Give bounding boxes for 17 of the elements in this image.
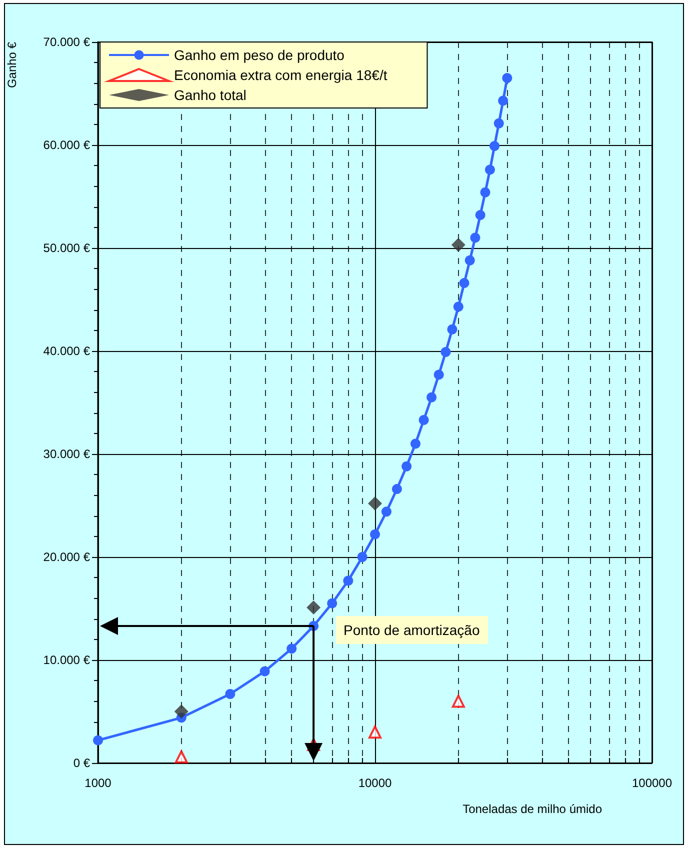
y-axis-title: Ganho € <box>5 42 19 88</box>
y-tick-label: 50.000 € <box>43 241 90 255</box>
x-tick-label: 10000 <box>358 776 392 790</box>
y-tick-label: 40.000 € <box>43 344 90 358</box>
legend-label: Economia extra com energia 18€/t <box>174 67 388 83</box>
y-tick-label: 70.000 € <box>43 35 90 49</box>
x-axis-title: Toneladas de milho úmido <box>462 802 602 816</box>
y-tick-label: 10.000 € <box>43 653 90 667</box>
legend-label: Ganho em peso de produto <box>174 47 345 63</box>
x-tick-label: 100000 <box>632 776 672 790</box>
y-tick-label: 60.000 € <box>43 138 90 152</box>
y-tick-label: 0 € <box>73 756 90 770</box>
annotation: Ponto de amortização <box>336 616 488 644</box>
legend-label: Ganho total <box>174 87 246 103</box>
y-tick-label: 30.000 € <box>43 447 90 461</box>
y-tick-label: 20.000 € <box>43 550 90 564</box>
x-tick-label: 1000 <box>84 776 112 790</box>
